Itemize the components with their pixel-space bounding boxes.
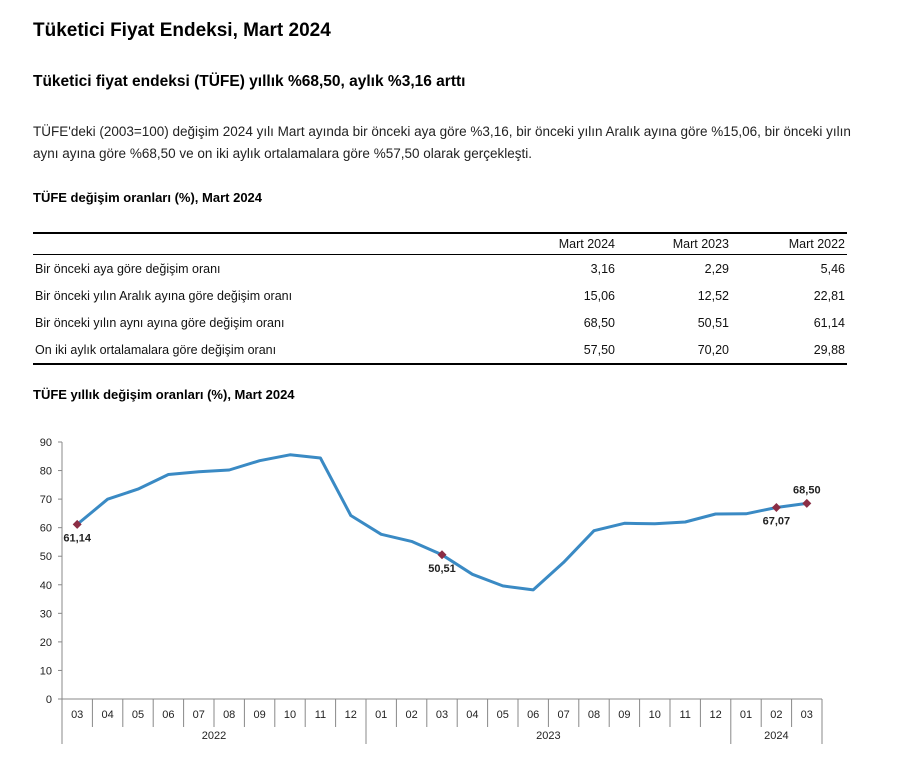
cell-value: 57,50 [583,342,615,357]
x-tick-label: 08 [588,709,600,721]
data-label: 61,14 [63,532,91,544]
x-tick-label: 09 [618,709,630,721]
y-tick-label: 0 [46,694,52,706]
x-tick-label: 11 [315,709,326,721]
year-label: 2022 [202,730,226,742]
cell-value: 61,14 [813,315,845,330]
x-tick-label: 01 [375,709,387,721]
summary-paragraph: TÜFE'deki (2003=100) değişim 2024 yılı M… [33,124,851,161]
y-tick-label: 50 [40,551,52,563]
cell-value: 3,16 [590,261,615,276]
highlight-marker [771,502,781,512]
x-tick-label: 06 [162,709,174,721]
x-tick-label: 03 [71,709,83,721]
x-tick-label: 12 [345,709,357,721]
headline: Tüketici fiyat endeksi (TÜFE) yıllık %68… [33,73,466,90]
y-tick-label: 70 [40,494,52,506]
cell-value: 29,88 [813,342,845,357]
rates-table: Mart 2024 Mart 2023 Mart 2022 Bir önceki… [33,232,847,365]
x-tick-label: 07 [193,709,205,721]
row-label: On iki aylık ortalamalara göre değişim o… [35,342,277,357]
x-tick-label: 08 [223,709,235,721]
table-header-mart-2022: Mart 2022 [788,237,845,251]
x-tick-label: 12 [709,709,721,721]
x-tick-label: 04 [101,709,113,721]
y-tick-label: 90 [40,437,52,449]
table-header-row: Mart 2024 Mart 2023 Mart 2022 [33,233,847,255]
data-label: 68,50 [793,484,821,496]
x-tick-label: 03 [436,709,448,721]
table-row: Bir önceki yılın aynı ayına göre değişim… [33,309,847,336]
table-header-mart-2024: Mart 2024 [558,237,615,251]
y-tick-label: 10 [40,665,52,677]
x-tick-label: 02 [770,709,782,721]
cell-value: 2,29 [704,261,729,276]
cell-value: 15,06 [583,288,615,303]
cell-value: 12,52 [697,288,729,303]
y-tick-label: 60 [40,523,52,535]
chart-title: TÜFE yıllık değişim oranları (%), Mart 2… [33,387,295,402]
highlight-marker [802,498,812,508]
y-tick-label: 80 [40,466,52,478]
cell-value: 5,46 [820,261,845,276]
x-tick-label: 07 [557,709,569,721]
x-tick-label: 05 [497,709,509,721]
year-label: 2024 [764,730,788,742]
x-tick-label: 10 [284,709,296,721]
cell-value: 50,51 [697,315,729,330]
x-tick-label: 10 [649,709,661,721]
highlight-marker [437,550,447,560]
x-tick-label: 04 [466,709,478,721]
x-tick-label: 09 [253,709,265,721]
year-label: 2023 [536,730,560,742]
row-label: Bir önceki aya göre değişim oranı [35,261,221,276]
data-label: 67,07 [763,515,791,527]
row-label: Bir önceki yılın Aralık ayına göre değiş… [35,288,293,303]
table-title: TÜFE değişim oranları (%), Mart 2024 [33,190,263,205]
x-tick-label: 03 [801,709,813,721]
x-tick-label: 05 [132,709,144,721]
table-row: Bir önceki aya göre değişim oranı 3,16 2… [33,255,847,283]
table-row: On iki aylık ortalamalara göre değişim o… [33,336,847,364]
y-tick-label: 30 [40,608,52,620]
table-row: Bir önceki yılın Aralık ayına göre değiş… [33,282,847,309]
row-label: Bir önceki yılın aynı ayına göre değişim… [35,315,285,330]
cell-value: 68,50 [583,315,615,330]
x-tick-label: 01 [740,709,752,721]
table-header-mart-2023: Mart 2023 [672,237,729,251]
cell-value: 70,20 [697,342,729,357]
x-tick-label: 06 [527,709,539,721]
x-tick-label: 11 [679,709,690,721]
x-tick-label: 02 [405,709,417,721]
y-tick-label: 40 [40,580,52,592]
page-title: Tüketici Fiyat Endeksi, Mart 2024 [33,20,331,41]
cell-value: 22,81 [813,288,845,303]
data-label: 50,51 [428,563,456,575]
y-tick-label: 20 [40,637,52,649]
highlight-marker [72,519,82,529]
